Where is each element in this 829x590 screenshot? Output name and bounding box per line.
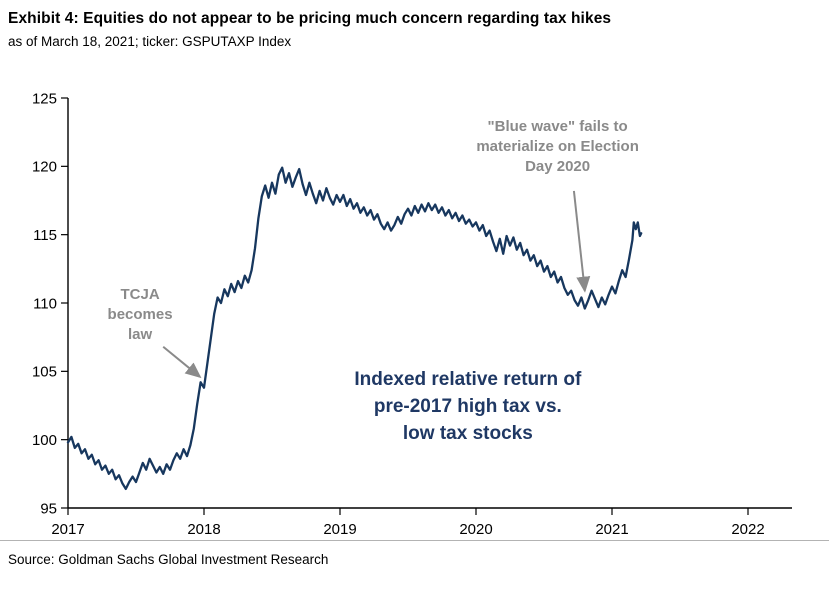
blue-wave-arrow <box>572 190 591 293</box>
series-line <box>66 166 643 491</box>
exhibit-header: Exhibit 4: Equities do not appear to be … <box>8 10 821 49</box>
center-label-text: Indexed relative return of pre-2017 high … <box>354 369 582 444</box>
tcja-arrow <box>162 345 202 379</box>
x-tick-label: 2020 <box>459 521 492 538</box>
x-tick-label: 2017 <box>51 521 84 538</box>
y-tick-label: 110 <box>33 295 57 312</box>
y-tick-label: 115 <box>33 227 57 244</box>
y-tick-label: 105 <box>32 364 57 381</box>
y-tick-label: 95 <box>40 500 57 517</box>
source-text: Source: Goldman Sachs Global Investment … <box>8 552 329 567</box>
exhibit-subtitle: as of March 18, 2021; ticker: GSPUTAXP I… <box>8 34 292 49</box>
blue-wave-text: "Blue wave" fails to materialize on Elect… <box>476 118 639 175</box>
x-tick-label: 2022 <box>731 521 764 538</box>
chart-svg: 95 100 105 110 115 120 125 2017 2018 2019 2020 2021… <box>32 90 792 538</box>
x-tick-label: 2018 <box>187 521 220 538</box>
y-tick-label: 120 <box>32 159 57 176</box>
x-tick-label: 2021 <box>595 521 628 538</box>
y-tick-label: 100 <box>32 432 57 449</box>
exhibit-footer: Source: Goldman Sachs Global Investment … <box>0 540 829 567</box>
x-tick-label: 2019 <box>323 521 356 538</box>
tcja-text: TCJA becomes law <box>108 286 173 343</box>
y-tick-label: 125 <box>32 90 57 107</box>
exhibit-title: Exhibit 4: Equities do not appear to be … <box>8 10 612 27</box>
